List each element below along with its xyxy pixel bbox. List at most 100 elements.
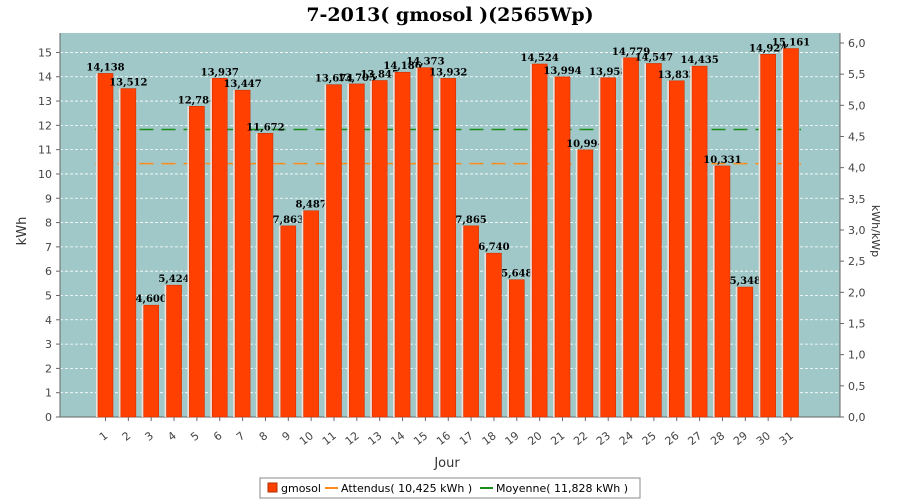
data-label: 14,435 [680, 55, 718, 66]
x-tick-label: 28 [708, 429, 727, 448]
bar-shadow [553, 76, 555, 418]
bar-shadow [598, 77, 601, 418]
data-label: 5,424 [158, 274, 189, 285]
y-tick-label: 1 [45, 387, 52, 400]
x-tick-label: 5 [188, 429, 202, 444]
bar [97, 73, 114, 418]
bar-shadow [370, 80, 373, 418]
bar [508, 279, 525, 418]
data-label: 13,447 [223, 79, 261, 90]
data-label: 13,674 [315, 74, 353, 85]
bar-shadow [758, 54, 761, 417]
data-label: 4,600 [136, 294, 167, 305]
legend-item-gmosol: gmosol [281, 482, 321, 495]
bar-shadow [141, 305, 144, 417]
bar-shadow [233, 90, 236, 418]
x-tick-label: 27 [685, 429, 704, 448]
data-label: 10,331 [703, 155, 741, 166]
data-label: 5,648 [501, 269, 532, 280]
data-label: 13,932 [429, 67, 467, 78]
bar [234, 89, 251, 418]
bar-shadow [461, 225, 464, 417]
bar [714, 165, 731, 418]
bar-shadow [210, 78, 213, 417]
x-tick-label: 21 [548, 429, 567, 448]
x-tick-label: 11 [320, 429, 339, 448]
bar-shadow [712, 165, 715, 417]
bar [691, 65, 708, 418]
x-tick-label: 2 [120, 429, 134, 444]
data-label: 7,863 [273, 215, 304, 226]
bar-shadow [644, 63, 647, 417]
bar [577, 149, 594, 418]
x-tick-label: 25 [640, 429, 659, 448]
y2-tick-label: 0,0 [848, 411, 866, 424]
bar-shadow [507, 279, 510, 417]
x-tick-label: 24 [617, 429, 636, 448]
bar-shadow [118, 88, 121, 417]
bar [668, 80, 685, 418]
y-tick-label: 11 [38, 144, 52, 157]
y-tick-label: 10 [38, 168, 52, 181]
y2-tick-label: 1,5 [848, 317, 866, 330]
bar-shadow [255, 133, 258, 417]
bar-shadow [301, 210, 304, 417]
bar-shadow [187, 106, 190, 417]
x-tick-label: 6 [211, 429, 225, 444]
data-label: 13,994 [543, 66, 581, 77]
data-label: 14,138 [86, 62, 124, 73]
bar [211, 77, 228, 418]
data-label: 13,958 [589, 67, 627, 78]
bar [280, 225, 297, 418]
x-tick-label: 8 [257, 429, 271, 444]
x-tick-label: 16 [434, 429, 453, 448]
bar-shadow [96, 73, 98, 417]
bar [531, 63, 548, 418]
legend-item-moyenne: Moyenne( 11,828 kWh ) [496, 482, 628, 495]
y2-tick-label: 2,5 [848, 255, 866, 268]
bar-shadow [278, 225, 281, 417]
bar [600, 77, 617, 418]
x-tick-label: 7 [234, 429, 248, 444]
bar-shadow [621, 57, 624, 417]
data-label: 13,845 [361, 70, 399, 81]
y-tick-label: 5 [45, 289, 52, 302]
data-label: 6,740 [478, 242, 509, 253]
y2-tick-label: 6,0 [848, 37, 866, 50]
x-tick-label: 31 [777, 429, 796, 448]
x-tick-label: 12 [343, 429, 362, 448]
x-tick-label: 30 [754, 429, 773, 448]
data-label: 14,186 [383, 61, 421, 72]
y-tick-label: 7 [45, 241, 52, 254]
data-label: 10,994 [566, 139, 604, 150]
y2-tick-label: 3,5 [848, 193, 866, 206]
y-tick-label: 3 [45, 338, 52, 351]
x-tick-label: 23 [594, 429, 613, 448]
y-tick-label: 6 [45, 265, 52, 278]
data-label: 14,924 [749, 43, 787, 54]
y2-tick-label: 2,0 [848, 286, 866, 299]
x-tick-label: 22 [571, 429, 590, 448]
bar [646, 63, 662, 418]
bar [760, 53, 776, 418]
legend-box [259, 477, 641, 499]
bar [303, 210, 319, 418]
bar [417, 67, 434, 418]
bar [486, 252, 502, 418]
data-label: 13,705 [338, 73, 376, 84]
y-tick-label: 13 [38, 95, 52, 108]
x-tick-label: 10 [297, 429, 316, 448]
x-tick-label: 13 [366, 429, 385, 448]
bar [783, 48, 799, 418]
bar-shadow [438, 78, 441, 418]
bar [394, 71, 411, 418]
bar-shadow [484, 253, 487, 417]
bar-shadow [324, 84, 327, 418]
x-tick-label: 14 [388, 429, 407, 448]
x-tick-label: 1 [97, 429, 111, 444]
y2-tick-label: 0,5 [848, 380, 866, 393]
y-tick-label: 9 [45, 192, 52, 205]
data-label: 7,865 [455, 215, 486, 226]
y-tick-label: 15 [38, 46, 52, 59]
